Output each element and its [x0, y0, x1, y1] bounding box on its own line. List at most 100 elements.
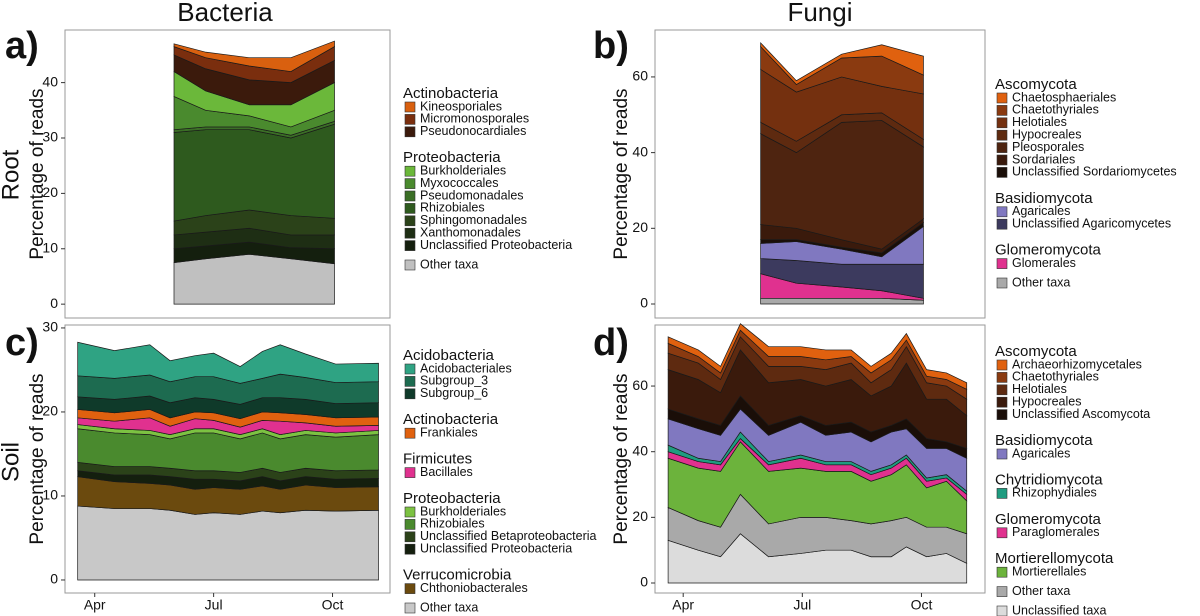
legend-label: Unclassified Ascomycota — [1012, 407, 1150, 421]
legend-group: Basidiomycota — [995, 190, 1093, 207]
y-tick-label: 30 — [42, 129, 58, 145]
legend-label: Unclassified Betaproteobacteria — [420, 529, 597, 543]
y-tick-label: 40 — [632, 143, 648, 159]
legend-label: Other taxa — [1012, 275, 1070, 289]
x-tick-label: Oct — [322, 597, 344, 613]
legend-group: Glomeromycota — [995, 242, 1102, 259]
row-title: Root — [0, 149, 24, 200]
legend-label: Agaricales — [1012, 446, 1070, 460]
legend-label: Chthoniobacterales — [420, 581, 528, 595]
legend-swatch — [404, 583, 416, 594]
legend-swatch — [996, 167, 1008, 178]
y-tick-label: 20 — [632, 219, 648, 235]
legend-group: Proteobacteria — [403, 149, 501, 166]
legend-swatch — [996, 117, 1008, 129]
legend-label: Helotiales — [1012, 115, 1067, 129]
legend-label: Sordariales — [1012, 152, 1075, 166]
y-tick-label: 20 — [42, 184, 58, 200]
legend-label: Subgroup_3 — [420, 374, 488, 388]
legend-swatch — [404, 543, 416, 555]
y-axis-label: Percentage of reads — [611, 373, 632, 544]
legend-swatch — [996, 605, 1008, 616]
y-axis-label: Percentage of reads — [27, 373, 48, 544]
legend-swatch — [996, 488, 1008, 499]
y-tick-label: 60 — [632, 377, 648, 393]
legend-label: Rhizobiales — [420, 201, 485, 215]
legend-label: Subgroup_6 — [420, 386, 488, 400]
area — [173, 40, 335, 72]
y-tick-label: 0 — [640, 574, 648, 590]
legend-swatch — [404, 427, 416, 439]
legend-swatch — [996, 396, 1008, 408]
legend-group: Glomeromycota — [995, 511, 1102, 528]
legend-label: Unclassified Proteobacteria — [420, 541, 572, 555]
x-tick-label: Apr — [672, 597, 694, 613]
y-tick-label: 10 — [42, 239, 58, 255]
legend-group: Mortierellomycota — [995, 550, 1114, 567]
legend-swatch — [404, 114, 416, 125]
legend-swatch — [996, 409, 1008, 420]
legend-label: Kineosporiales — [420, 99, 502, 113]
legend-label: Myxococcales — [420, 176, 499, 190]
legend-label: Chaetosphaeriales — [1012, 90, 1116, 104]
legend-label: Unclassified Agaricomycetes — [1012, 216, 1171, 230]
y-tick-label: 0 — [50, 295, 58, 311]
legend-group: Ascomycota — [995, 343, 1077, 360]
legend-swatch — [996, 586, 1008, 597]
y-tick-label: 30 — [42, 319, 58, 335]
legend-label: Micromonosporales — [420, 112, 529, 126]
legend-swatch — [996, 277, 1008, 289]
legend-label: Burkholderiales — [420, 163, 506, 177]
legend-swatch — [996, 154, 1008, 166]
legend-label: Hypocreales — [1012, 127, 1081, 141]
legend-swatch — [404, 363, 416, 375]
panel-label: d) — [593, 322, 629, 364]
row-title: Soil — [0, 442, 24, 482]
legend-label: Rhizobiales — [420, 517, 485, 531]
legend-swatch — [404, 101, 416, 113]
legend-swatch — [996, 448, 1008, 460]
legend-group: Proteobacteria — [403, 490, 501, 507]
legend-swatch — [996, 258, 1008, 269]
legend-group: Verrucomicrobia — [403, 567, 512, 584]
legend-label: Sphingomonadales — [420, 213, 527, 227]
legend-label: Acidobacteriales — [420, 361, 512, 375]
legend-label: Other taxa — [420, 257, 478, 271]
legend-swatch — [404, 388, 416, 400]
legend-swatch — [404, 240, 416, 251]
legend-label: Unclassified Proteobacteria — [420, 238, 572, 252]
legend-swatch — [404, 531, 416, 543]
y-tick-label: 60 — [632, 68, 648, 84]
legend-swatch — [996, 92, 1008, 104]
legend-label: Other taxa — [420, 600, 478, 614]
x-tick-label: Jul — [793, 597, 811, 613]
area — [667, 323, 968, 390]
legend-label: Rhizophydiales — [1012, 486, 1097, 500]
y-tick-label: 20 — [42, 403, 58, 419]
panel-label: a) — [5, 25, 39, 67]
legend-group: Actinobacteria — [403, 411, 499, 428]
legend-group: Actinobacteria — [403, 85, 499, 102]
legend-swatch — [996, 142, 1008, 153]
legend-swatch — [996, 105, 1008, 116]
legend-swatch — [404, 259, 416, 271]
legend-swatch — [996, 566, 1008, 578]
column-title: Bacteria — [177, 0, 273, 27]
legend-swatch — [404, 215, 416, 227]
legend-swatch — [996, 384, 1008, 396]
legend-label: Pleosporales — [1012, 140, 1084, 154]
legend-swatch — [996, 218, 1008, 230]
legend-group: Firmicutes — [403, 451, 472, 468]
y-tick-label: 40 — [632, 442, 648, 458]
column-title: Fungi — [787, 0, 852, 27]
legend-swatch — [996, 527, 1008, 539]
legend-label: Burkholderiales — [420, 504, 506, 518]
y-tick-label: 40 — [42, 73, 58, 89]
legend-label: Other taxa — [1012, 584, 1070, 598]
legend-group: Ascomycota — [995, 76, 1077, 93]
area — [77, 505, 379, 581]
legend-group: Basidiomycota — [995, 432, 1093, 449]
x-tick-label: Oct — [911, 597, 933, 613]
area — [173, 253, 335, 305]
